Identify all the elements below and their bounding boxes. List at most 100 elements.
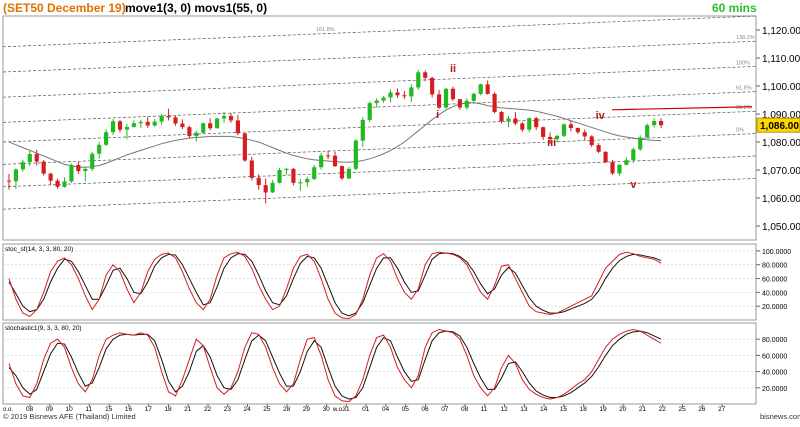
x-tick-label: 26 bbox=[698, 406, 706, 413]
x-tick-label: 09 bbox=[46, 406, 54, 413]
price-ytick-label: 1,090.00 bbox=[762, 110, 800, 121]
candle-body bbox=[180, 123, 185, 128]
candle-body bbox=[492, 93, 497, 113]
candle bbox=[437, 89, 442, 109]
candle bbox=[55, 178, 60, 189]
candle-body bbox=[360, 119, 365, 141]
candle-body bbox=[575, 128, 580, 133]
x-tick-label: 18 bbox=[580, 406, 588, 413]
candle bbox=[13, 168, 19, 190]
candle bbox=[305, 176, 310, 187]
candle bbox=[561, 123, 567, 137]
x-tick-label: 01 bbox=[362, 406, 370, 413]
candle bbox=[478, 83, 483, 96]
candle-body bbox=[437, 94, 442, 108]
candle bbox=[416, 69, 421, 90]
candle-body bbox=[221, 115, 227, 119]
candle-body bbox=[69, 164, 74, 182]
candle-body bbox=[367, 103, 372, 120]
candle-body bbox=[388, 92, 393, 98]
x-tick-label: 17 bbox=[145, 406, 153, 413]
candle-body bbox=[346, 168, 351, 179]
candle-body bbox=[423, 72, 428, 78]
candle-body bbox=[13, 169, 19, 182]
x-tick-label: 11 bbox=[481, 406, 488, 413]
candle bbox=[263, 178, 268, 204]
stochastic-panel: 20.0000 40.0000 60.0000 80.0000 stochastic1(… bbox=[3, 325, 787, 403]
candle bbox=[34, 149, 39, 166]
candle bbox=[326, 150, 331, 160]
candle bbox=[270, 180, 275, 193]
x-tick-label: 25 bbox=[678, 406, 686, 413]
stoc-sf-panel: 20.0000 40.0000 60.0000 80.0000 100.0000 stoc… bbox=[3, 246, 791, 320]
candle bbox=[298, 178, 303, 191]
candle bbox=[652, 118, 657, 128]
candle-body bbox=[520, 123, 525, 130]
candle-body bbox=[48, 173, 53, 181]
candle-body bbox=[534, 118, 539, 128]
osc-ytick-label: 40.0000 bbox=[762, 290, 787, 297]
price-candles bbox=[6, 69, 664, 204]
candle bbox=[117, 119, 123, 133]
candle-body bbox=[27, 154, 32, 163]
candle bbox=[547, 132, 553, 144]
candle bbox=[367, 101, 372, 123]
candle-body bbox=[62, 181, 67, 187]
x-tick-label: 25 bbox=[263, 406, 271, 413]
candle-body bbox=[513, 118, 518, 124]
x-tick-label: 22 bbox=[204, 406, 212, 413]
candle bbox=[346, 166, 351, 180]
x-tick-label: 22 bbox=[659, 406, 667, 413]
candle bbox=[402, 91, 407, 99]
channel-label: 0% bbox=[736, 128, 744, 134]
candle bbox=[353, 139, 358, 170]
x-tick-label: 18 bbox=[164, 406, 172, 413]
channel-line bbox=[2, 91, 757, 123]
candle bbox=[152, 119, 157, 127]
candle-body bbox=[596, 145, 601, 152]
candle bbox=[409, 84, 414, 102]
candle bbox=[464, 98, 469, 110]
candle bbox=[284, 167, 289, 175]
candle-body bbox=[638, 137, 643, 150]
candle bbox=[631, 147, 636, 163]
x-tick-label: 06 bbox=[421, 406, 429, 413]
candle bbox=[180, 119, 185, 130]
candle-body bbox=[617, 164, 622, 174]
candle-body bbox=[270, 182, 275, 193]
candle-body bbox=[20, 162, 25, 170]
x-tick-label: 30 bbox=[323, 406, 331, 413]
candle-body bbox=[652, 121, 657, 126]
x-tick-label: 11 bbox=[85, 406, 92, 413]
candle-body bbox=[41, 161, 46, 174]
price-ytick-label: 1,080.00 bbox=[762, 138, 800, 149]
candle-body bbox=[658, 121, 664, 126]
target-line bbox=[611, 106, 753, 111]
candle-body bbox=[263, 185, 268, 193]
candle bbox=[124, 124, 130, 140]
candle-body bbox=[76, 164, 81, 172]
candle bbox=[624, 157, 629, 166]
candle bbox=[277, 168, 282, 184]
candle-body bbox=[215, 118, 220, 129]
candle bbox=[603, 151, 608, 163]
x-tick-label: 08 bbox=[461, 406, 469, 413]
candle-body bbox=[319, 155, 324, 168]
candle bbox=[450, 86, 456, 102]
osc-ytick-label: 100.0000 bbox=[762, 249, 791, 256]
osc-ytick-label: 80.0000 bbox=[762, 263, 787, 270]
channel-line bbox=[2, 15, 757, 48]
channel-line bbox=[2, 155, 757, 188]
osc-ytick-label: 20.0000 bbox=[762, 386, 787, 393]
candle bbox=[312, 164, 317, 181]
channel-line bbox=[2, 40, 757, 73]
x-tick-label: 21 bbox=[639, 406, 647, 413]
candle-body bbox=[478, 84, 483, 94]
candle-body bbox=[194, 132, 199, 137]
osc-ytick-label: 80.0000 bbox=[762, 337, 787, 344]
candle bbox=[527, 117, 532, 133]
wave-label: ii bbox=[450, 63, 456, 75]
x-tick-label: 10 bbox=[66, 406, 74, 413]
candle bbox=[83, 166, 88, 182]
